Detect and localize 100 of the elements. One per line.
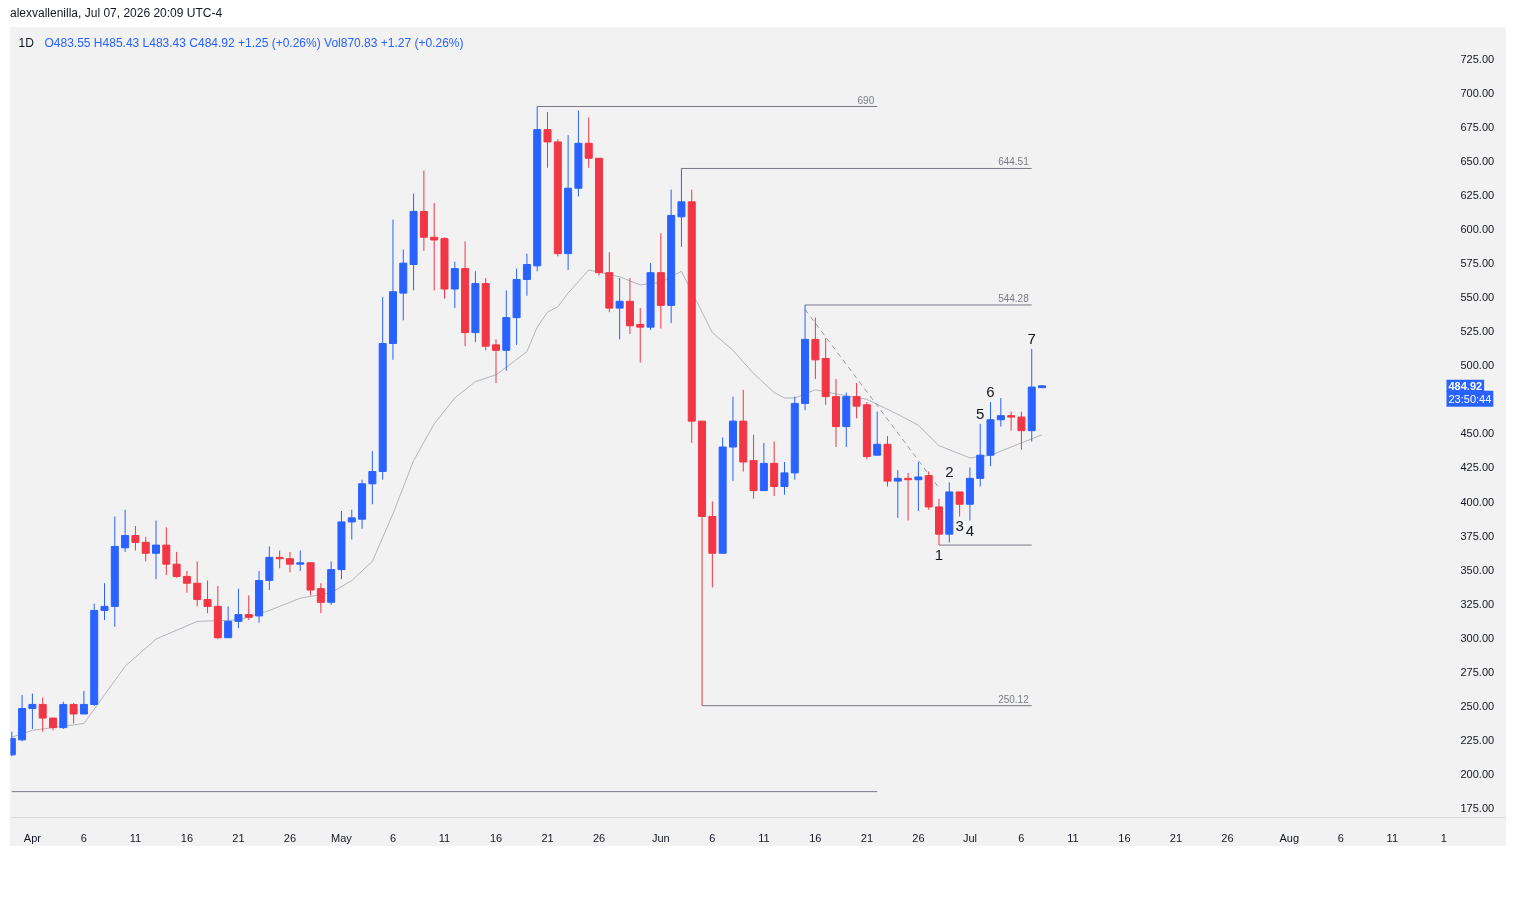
x-tick-label: 16	[809, 831, 822, 844]
x-tick-label: 6	[1337, 831, 1344, 844]
x-tick-label: 21	[541, 831, 554, 844]
candlestick	[203, 580, 212, 614]
candlestick	[296, 550, 305, 572]
x-tick-label: 11	[758, 831, 770, 844]
candlestick	[182, 570, 191, 594]
annotation: 484.92	[1448, 379, 1483, 392]
candlestick	[285, 551, 294, 573]
x-tick-label: 11	[129, 831, 142, 844]
candlestick	[1007, 411, 1016, 432]
candlestick	[770, 441, 779, 497]
y-tick-label: 225.00	[1460, 733, 1495, 746]
y-tick-label: 650.00	[1460, 154, 1495, 167]
candlestick	[316, 582, 325, 614]
y-tick-label: 675.00	[1460, 120, 1495, 133]
candlestick	[234, 588, 243, 629]
candlestick	[79, 690, 88, 715]
series-label: 544.28	[998, 292, 1030, 304]
candlestick	[976, 423, 985, 488]
x-tick-label: 26	[912, 831, 925, 844]
candlestick	[955, 491, 964, 517]
y-tick-label: 625.00	[1460, 189, 1495, 202]
candlestick	[543, 111, 552, 169]
annotation: 2	[945, 463, 954, 481]
candlestick	[450, 261, 459, 309]
annotation: 23:50:44	[1448, 392, 1492, 405]
x-tick-label: 6	[1018, 831, 1025, 844]
candlestick	[811, 317, 820, 380]
candlestick	[152, 520, 161, 580]
y-tick-label: 425.00	[1460, 461, 1495, 474]
x-tick-label: Apr	[23, 831, 42, 844]
candlestick	[492, 338, 501, 384]
candlestick	[59, 701, 68, 730]
y-tick-label: 200.00	[1460, 767, 1495, 780]
candlestick	[347, 509, 356, 541]
candlestick	[522, 253, 531, 297]
series-label: 644.51	[998, 156, 1030, 168]
candlestick	[368, 450, 377, 505]
candlestick	[172, 551, 181, 579]
candlestick	[193, 560, 202, 607]
x-tick-label: 1	[1440, 831, 1447, 844]
candlestick	[615, 277, 624, 340]
x-tick-label: 6	[389, 831, 397, 844]
candlestick	[131, 525, 140, 552]
x-tick-label: 11	[1067, 831, 1079, 844]
candlestick	[162, 526, 171, 576]
candlestick	[914, 461, 923, 512]
candlestick	[244, 594, 253, 621]
x-tick-label: Aug	[1279, 831, 1300, 844]
candlestick	[584, 116, 593, 169]
y-tick-label: 350.00	[1460, 563, 1495, 576]
y-tick-label: 600.00	[1460, 223, 1495, 236]
candlestick	[265, 545, 274, 591]
x-tick-label: 6	[709, 831, 716, 844]
x-tick-label: 16	[1118, 831, 1131, 844]
x-tick-label: 26	[592, 831, 606, 844]
x-tick-label: 16	[489, 831, 503, 844]
y-tick-label: 300.00	[1460, 631, 1495, 644]
candlestick	[430, 202, 439, 291]
y-tick-label: 500.00	[1460, 359, 1495, 372]
candlestick	[100, 582, 109, 621]
y-tick-label: 550.00	[1460, 291, 1495, 304]
x-tick-label: 26	[283, 831, 297, 844]
annotation: 1	[934, 546, 944, 564]
candlestick	[69, 702, 78, 725]
annotation: 7	[1027, 329, 1036, 347]
candlestick	[873, 411, 882, 456]
annotation: 5	[976, 404, 985, 422]
candlestick	[121, 509, 130, 553]
candlestick	[38, 697, 47, 733]
candlestick	[224, 605, 233, 639]
y-tick-label: 725.00	[1460, 52, 1495, 65]
text: 1D	[18, 35, 35, 50]
x-tick-label: 11	[438, 831, 451, 844]
text: alexvallenilla, Jul 07, 2026 20:09 UTC-4	[10, 5, 223, 22]
x-tick-label: 21	[232, 831, 245, 844]
y-tick-label: 325.00	[1460, 597, 1495, 610]
candlestick	[852, 382, 861, 419]
x-tick-label: May	[331, 831, 353, 844]
y-tick-label: 250.00	[1460, 699, 1495, 712]
series-label: 250.12	[998, 693, 1030, 705]
y-tick-label: 525.00	[1460, 325, 1495, 338]
x-tick-label: 21	[1169, 831, 1183, 844]
y-tick-label: 400.00	[1460, 495, 1495, 508]
candlestick	[141, 536, 150, 562]
text: O483.55 H485.43 L483.43 C484.92 +1.25 (+0.26%) Vol870.83 +1.27 (+0.26%)	[44, 35, 464, 50]
series-label: 690	[857, 94, 875, 106]
candlestick	[893, 469, 902, 519]
x-tick-label: Jul	[962, 831, 977, 844]
x-tick-label: 11	[1386, 831, 1399, 844]
y-tick-label: 175.00	[1460, 801, 1495, 814]
candlestick	[28, 693, 37, 730]
candlestick	[677, 167, 686, 248]
candlestick	[636, 307, 645, 364]
candlestick	[780, 461, 789, 496]
x-tick-label: 26	[1221, 831, 1234, 844]
annotation: 3	[955, 517, 964, 535]
x-tick-label: 6	[80, 831, 87, 844]
candlestick	[996, 397, 1005, 428]
